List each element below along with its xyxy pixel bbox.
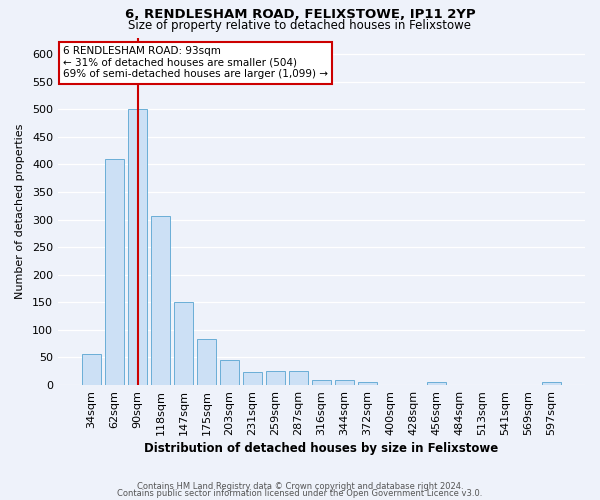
Bar	[220, 360, 239, 385]
Bar	[335, 380, 354, 385]
Text: Contains HM Land Registry data © Crown copyright and database right 2024.: Contains HM Land Registry data © Crown c…	[137, 482, 463, 491]
Bar	[105, 159, 124, 385]
Text: Size of property relative to detached houses in Felixstowe: Size of property relative to detached ho…	[128, 19, 472, 32]
Y-axis label: Number of detached properties: Number of detached properties	[15, 124, 25, 299]
Bar	[542, 382, 561, 385]
Bar	[266, 372, 285, 385]
Bar	[311, 380, 331, 385]
X-axis label: Distribution of detached houses by size in Felixstowe: Distribution of detached houses by size …	[145, 442, 499, 455]
Bar	[243, 372, 262, 385]
Text: 6, RENDLESHAM ROAD, FELIXSTOWE, IP11 2YP: 6, RENDLESHAM ROAD, FELIXSTOWE, IP11 2YP	[125, 8, 475, 20]
Bar	[82, 354, 101, 385]
Text: Contains public sector information licensed under the Open Government Licence v3: Contains public sector information licen…	[118, 490, 482, 498]
Text: 6 RENDLESHAM ROAD: 93sqm
← 31% of detached houses are smaller (504)
69% of semi-: 6 RENDLESHAM ROAD: 93sqm ← 31% of detach…	[63, 46, 328, 80]
Bar	[174, 302, 193, 385]
Bar	[151, 216, 170, 385]
Bar	[197, 338, 217, 385]
Bar	[289, 372, 308, 385]
Bar	[358, 382, 377, 385]
Bar	[128, 109, 148, 385]
Bar	[427, 382, 446, 385]
